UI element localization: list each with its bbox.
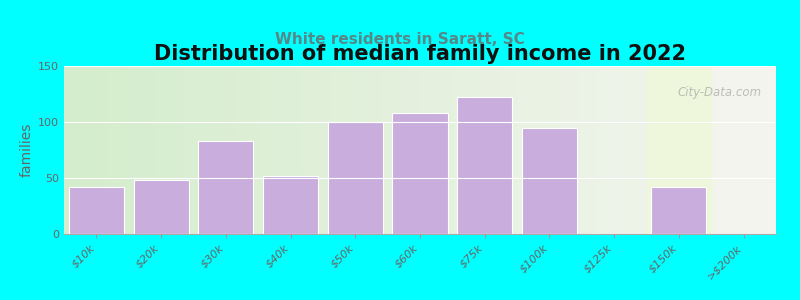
Bar [393, 113, 447, 234]
Bar [69, 187, 124, 234]
Text: White residents in Saratt, SC: White residents in Saratt, SC [275, 32, 525, 46]
Bar [522, 128, 577, 234]
Y-axis label: families: families [20, 123, 34, 177]
Bar [458, 98, 512, 234]
Bar [328, 122, 382, 234]
Bar [646, 66, 711, 234]
Title: Distribution of median family income in 2022: Distribution of median family income in … [154, 44, 686, 64]
Text: City-Data.com: City-Data.com [678, 86, 762, 99]
Bar [651, 187, 706, 234]
Bar [134, 180, 189, 234]
Bar [198, 141, 254, 234]
Bar [263, 176, 318, 234]
